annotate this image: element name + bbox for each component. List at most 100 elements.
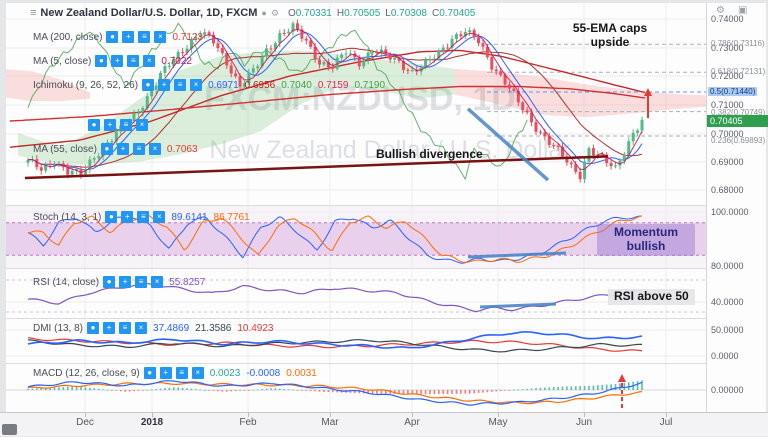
menu-icon[interactable]: ≡ (175, 367, 188, 379)
pane-divider[interactable] (0, 318, 706, 319)
fib-axis-label: 0.382(0.70749) (711, 108, 766, 117)
menu-icon[interactable]: ≡ (135, 276, 148, 288)
close-icon[interactable]: × (191, 367, 204, 379)
pane-axis-label: 100.0000 (711, 207, 749, 217)
dmi-pane[interactable] (0, 318, 706, 363)
eye-icon[interactable]: ● (95, 55, 108, 67)
time-axis-tick (85, 413, 86, 417)
eye-icon[interactable]: ● (261, 8, 267, 18)
rsi-support-line (479, 302, 557, 309)
price-axis-label: 0.70000 (711, 129, 744, 139)
ohlc-value: 0.70505 (344, 7, 381, 19)
ichimoku-value: 0.7190 (354, 79, 386, 91)
time-axis-label: May (488, 417, 508, 428)
gear-icon[interactable]: ⚙ (270, 7, 279, 18)
macd-pane[interactable] (0, 363, 706, 412)
tv-logo[interactable] (2, 424, 17, 435)
eye-icon[interactable]: ● (100, 143, 113, 155)
macd-value: -0.0008 (246, 367, 281, 379)
menu-icon[interactable]: ≡ (138, 31, 151, 43)
stoch-pane[interactable] (0, 205, 706, 268)
eye-icon[interactable]: ● (142, 79, 155, 91)
add-icon[interactable]: + (111, 55, 124, 67)
menu-icon[interactable]: ≡ (174, 79, 187, 91)
add-icon[interactable]: + (104, 119, 116, 131)
dmi-label: DMI (13, 8) (33, 322, 84, 334)
stoch-label: Stoch (14, 3, 1) (33, 211, 102, 223)
add-icon[interactable]: + (121, 211, 134, 223)
close-icon[interactable]: × (190, 79, 203, 91)
macd-legend-row: MACD (12, 26, close, 9) ● + ≡ × 0.0023 -0.0008… (33, 366, 317, 380)
stoch-band (0, 222, 706, 256)
add-icon[interactable]: + (122, 31, 135, 43)
minus-di-line (27, 339, 643, 353)
eye-icon[interactable]: ● (143, 367, 156, 379)
time-axis-label: Mar (321, 417, 339, 428)
add-icon[interactable]: + (103, 322, 116, 334)
time-axis-tick (412, 413, 413, 417)
pane-divider[interactable] (0, 363, 706, 364)
symbol-legend-row: ≡ New Zealand Dollar/U.S. Dollar, 1D, FX… (30, 6, 475, 20)
time-axis-tick (498, 413, 499, 417)
eye-icon[interactable]: ● (88, 119, 100, 131)
time-axis-tick (584, 413, 585, 417)
rsi-legend-row: RSI (14, close) ● + ≡ × 55.8257 (33, 275, 205, 289)
close-icon[interactable]: × (148, 143, 161, 155)
pane-divider[interactable] (0, 268, 706, 269)
divergence-line (466, 107, 550, 182)
kijun-line (27, 47, 643, 168)
close-icon[interactable]: × (154, 31, 167, 43)
add-icon[interactable]: + (158, 79, 171, 91)
close-icon[interactable]: × (136, 119, 148, 131)
trendline (24, 155, 609, 180)
ohlc-value: 0.70331 (295, 7, 332, 19)
time-axis-label: Apr (404, 417, 420, 428)
chikou-line (27, 22, 528, 180)
close-icon[interactable]: × (143, 55, 156, 67)
ichimoku-legend-row: Ichimoku (9, 26, 52, 26) ● + ≡ × 0.6971 0.6956… (33, 78, 385, 92)
fib-axis-label: 0.236(0.69893) (711, 136, 766, 145)
ma55-value: 0.7063 (166, 143, 198, 155)
window-frame-top (0, 0, 768, 3)
menu-icon[interactable]: ≡ (132, 143, 145, 155)
menu-icon[interactable]: ≡ (127, 55, 140, 67)
fib-axis-label: 0.618(0.72131) (711, 67, 766, 76)
eye-icon[interactable]: ● (103, 276, 116, 288)
menu-icon[interactable]: ≡ (119, 322, 132, 334)
stoch-value: 89.6141 (171, 211, 208, 223)
ohlc-value: 0.70308 (390, 7, 427, 19)
ichimoku-value: 0.6956 (244, 79, 276, 91)
price-axis-label: 0.73000 (711, 43, 744, 53)
ohlc-value: 0.70405 (439, 7, 476, 19)
pane-divider[interactable] (0, 205, 706, 206)
macd-signal-line (27, 382, 643, 405)
add-icon[interactable]: + (116, 143, 129, 155)
symbol-title[interactable]: New Zealand Dollar/U.S. Dollar, 1D, FXCM (40, 7, 258, 19)
macd-value: 0.0023 (209, 367, 241, 379)
time-axis-tick (152, 413, 153, 417)
close-icon[interactable]: × (153, 211, 166, 223)
ma200-value: 0.7123 (172, 31, 204, 43)
close-icon[interactable]: × (151, 276, 164, 288)
eye-icon[interactable]: ● (105, 211, 118, 223)
close-icon[interactable]: × (135, 322, 148, 334)
pane-axis-label: 0.0000 (711, 351, 739, 361)
menu-icon[interactable]: ≡ (30, 7, 37, 19)
time-axis[interactable]: Dec 2018 Feb Mar Apr May Jun Jul (0, 412, 768, 436)
eye-icon[interactable]: ● (87, 322, 100, 334)
fib-axis-label: 0.5(0.71440) (708, 87, 758, 96)
menu-icon[interactable]: ≡ (120, 119, 132, 131)
add-icon[interactable]: + (159, 367, 172, 379)
dmi-value: 10.4923 (237, 322, 274, 334)
menu-icon[interactable]: ≡ (137, 211, 150, 223)
rsi-value: 55.8257 (169, 276, 206, 288)
eye-icon[interactable]: ● (106, 31, 119, 43)
ma5-value: 0.7022 (161, 55, 192, 67)
price-axis-divider (706, 0, 707, 412)
add-icon[interactable]: + (119, 276, 132, 288)
camera-icon[interactable]: ▣ (738, 5, 748, 16)
settings-icon[interactable]: ⚙ (716, 5, 725, 16)
rsi-label: RSI (14, close) (33, 276, 100, 288)
